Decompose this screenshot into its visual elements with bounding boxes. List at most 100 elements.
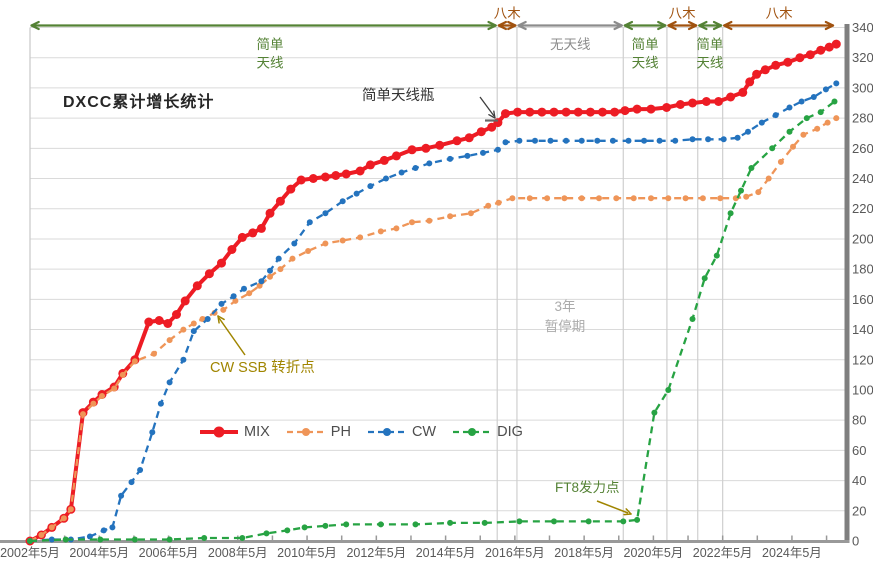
series-marker-ph [755, 189, 762, 196]
series-marker-dig [481, 519, 488, 526]
x-tick-label: 2022年5月 [693, 546, 753, 560]
series-marker-cw [772, 112, 779, 119]
series-marker-cw [758, 119, 765, 126]
legend-swatch-cw [367, 428, 406, 436]
series-marker-ph [409, 219, 415, 226]
series-marker-mix [464, 133, 474, 143]
series-marker-ph [743, 193, 750, 200]
series-marker-mix [391, 151, 401, 161]
arrowhead [517, 20, 527, 27]
series-marker-ph [180, 326, 187, 333]
series-marker-cw [180, 356, 187, 363]
series-marker-mix [286, 184, 296, 194]
series-marker-mix [795, 53, 805, 63]
series-marker-cw [306, 219, 313, 226]
series-marker-mix [738, 87, 748, 97]
series-marker-mix [144, 317, 154, 327]
series-marker-cw [258, 278, 265, 285]
series-marker-ph [447, 213, 454, 220]
ft8-arrow [596, 500, 629, 514]
series-marker-ph [256, 282, 263, 289]
series-marker-dig [727, 210, 734, 217]
series-marker-ph [232, 297, 239, 304]
series-marker-ph [682, 195, 689, 202]
y-tick-label: 80 [852, 413, 866, 428]
series-marker-mix [537, 107, 547, 117]
series-marker-cw [480, 149, 486, 156]
series-marker-cw [494, 146, 501, 153]
series-marker-mix [320, 172, 330, 182]
series-marker-mix [610, 107, 620, 117]
series-marker-ph [190, 320, 197, 327]
legend-item-cw: CW [366, 424, 436, 440]
series-marker-ph [277, 266, 284, 273]
x-tick-label: 2014年5月 [416, 546, 476, 560]
series-marker-mix [598, 107, 607, 117]
series-marker-mix [365, 160, 375, 170]
series-marker-ph [119, 371, 126, 378]
series-marker-mix [675, 100, 685, 109]
series-marker-dig [27, 538, 33, 544]
series-marker-dig [701, 275, 708, 282]
series-marker-cw [367, 183, 374, 190]
arrowhead [657, 24, 667, 31]
series-marker-cw [100, 527, 107, 534]
legend-label: PH [330, 424, 351, 440]
x-tick-label: 2016年5月 [485, 546, 545, 560]
arrowhead [487, 24, 497, 31]
series-marker-ph [777, 158, 784, 165]
series-marker-mix [585, 107, 595, 117]
legend-swatch-ph [286, 428, 325, 436]
period-label: 八木 [669, 6, 697, 21]
series-marker-dig [665, 387, 672, 393]
series-marker-cw [822, 86, 829, 93]
series-marker-cw [798, 98, 805, 105]
series-marker-dig [585, 518, 592, 525]
period-label: 天线 [696, 56, 723, 71]
series-marker-cw [734, 134, 741, 141]
series-marker-mix [154, 316, 164, 325]
x-tick-label: 2024年5月 [762, 546, 822, 560]
y-tick-label: 140 [852, 322, 873, 337]
series-marker-mix [561, 107, 571, 117]
y-tick-label: 320 [852, 50, 873, 65]
series-marker-mix [296, 175, 306, 185]
arrowhead [712, 24, 723, 31]
series-marker-cw [230, 293, 237, 300]
series-marker-mix [549, 107, 559, 117]
series-marker-mix [379, 155, 389, 165]
series-marker-dig [97, 536, 104, 543]
series-marker-dig [651, 409, 658, 416]
series-marker-ph [393, 225, 400, 232]
period-label: 无天线 [550, 37, 591, 52]
series-marker-mix [501, 109, 510, 119]
x-tick-label: 2018年5月 [554, 546, 614, 560]
arrowhead [217, 315, 225, 321]
annotation-simple-antenna-bottleneck: 简单天线瓶 [362, 88, 435, 104]
series-marker-cw [218, 300, 225, 307]
series-marker-ph [833, 115, 840, 122]
y-tick-label: 220 [852, 201, 873, 216]
series-marker-dig [803, 115, 810, 122]
y-tick-label: 180 [852, 262, 873, 277]
series-marker-ph [80, 411, 86, 418]
series-marker-cw [705, 136, 712, 143]
x-tick-label: 2006年5月 [139, 546, 199, 560]
series-marker-mix [256, 223, 266, 233]
arrowhead [488, 113, 496, 119]
x-tick-label: 2020年5月 [624, 546, 684, 560]
series-marker-cw [672, 137, 679, 144]
series-marker-dig [377, 521, 384, 528]
y-tick-label: 240 [852, 171, 873, 186]
chart-title: DXCC累计增长统计 [63, 94, 215, 111]
y-tick-label: 20 [852, 503, 866, 518]
series-marker-mix [771, 60, 781, 70]
series-marker-mix [172, 310, 181, 319]
x-tick-label: 2008年5月 [208, 546, 268, 560]
legend-item-dig: DIG [451, 424, 523, 440]
series-marker-cw [241, 285, 247, 292]
series-marker-ph [357, 234, 364, 241]
y-tick-label: 200 [852, 231, 873, 246]
series-marker-cw [353, 190, 360, 197]
